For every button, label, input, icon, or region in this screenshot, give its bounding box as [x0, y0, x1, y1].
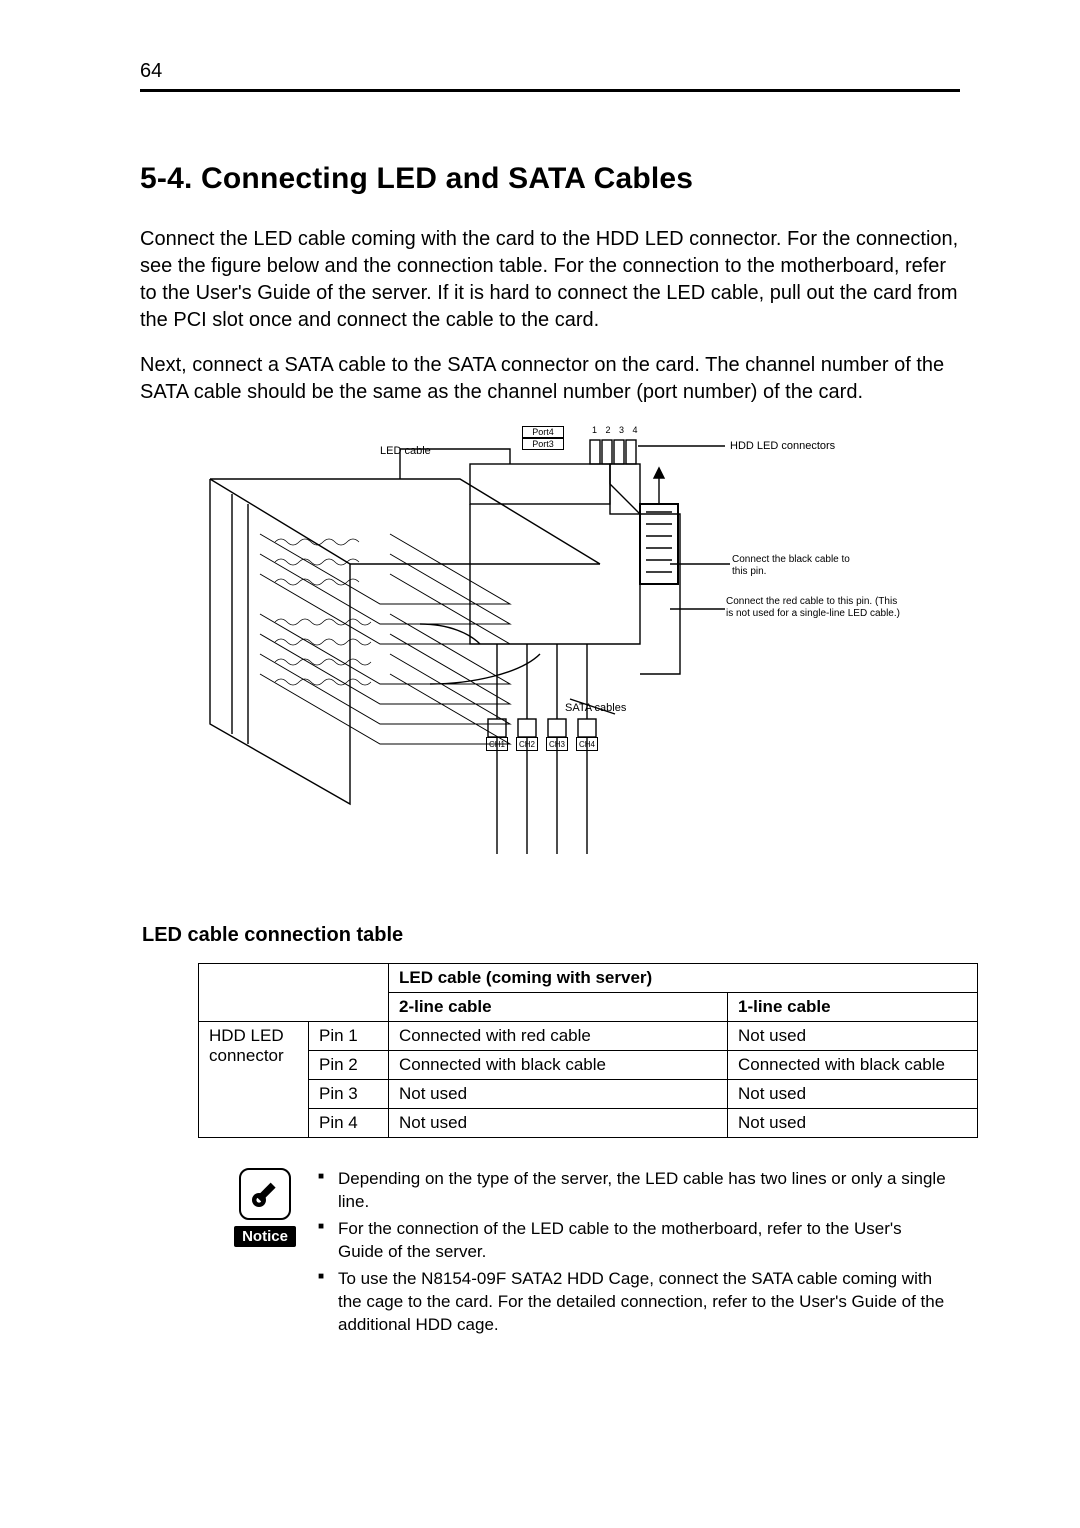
notice-badge: Notice: [234, 1226, 296, 1247]
td-2line: Connected with red cable: [389, 1022, 728, 1051]
page-number: 64: [140, 60, 960, 83]
top-rule: [140, 89, 960, 92]
td-rowlabel: HDD LED connector: [199, 1022, 309, 1138]
wrench-icon: [247, 1176, 283, 1212]
label-black-cable-note: Connect the black cable to this pin.: [732, 554, 862, 578]
connection-table: LED cable (coming with server) 2-line ca…: [198, 963, 978, 1138]
notice-icon-column: Notice: [230, 1168, 300, 1341]
notice-item: Depending on the type of the server, the…: [318, 1168, 950, 1214]
td-1line: Connected with black cable: [728, 1051, 978, 1080]
label-port3: Port3: [522, 438, 564, 450]
label-port4: Port4: [522, 426, 564, 438]
page: 64 5-4. Connecting LED and SATA Cables C…: [0, 0, 1080, 1528]
notice-item: To use the N8154-09F SATA2 HDD Cage, con…: [318, 1268, 950, 1337]
paragraph-1: Connect the LED cable coming with the ca…: [140, 226, 960, 334]
table-row: HDD LED connector Pin 1 Connected with r…: [199, 1022, 978, 1051]
label-red-cable-note: Connect the red cable to this pin. (This…: [726, 596, 901, 620]
label-ch3: CH3: [546, 737, 568, 751]
paragraph-2: Next, connect a SATA cable to the SATA c…: [140, 352, 960, 406]
table-row: Pin 2 Connected with black cable Connect…: [199, 1051, 978, 1080]
table-row: Pin 4 Not used Not used: [199, 1109, 978, 1138]
td-1line: Not used: [728, 1080, 978, 1109]
label-ch1: CH1: [486, 737, 508, 751]
diagram-svg: [170, 424, 930, 884]
notice-icon: [239, 1168, 291, 1220]
table-row: Pin 3 Not used Not used: [199, 1080, 978, 1109]
td-1line: Not used: [728, 1022, 978, 1051]
td-2line: Not used: [389, 1080, 728, 1109]
td-pin: Pin 1: [309, 1022, 389, 1051]
td-2line: Connected with black cable: [389, 1051, 728, 1080]
notice-list: Depending on the type of the server, the…: [318, 1168, 950, 1341]
notice-block: Notice Depending on the type of the serv…: [230, 1168, 950, 1341]
notice-item: For the connection of the LED cable to t…: [318, 1218, 950, 1264]
th-2line: 2-line cable: [389, 993, 728, 1022]
td-pin: Pin 4: [309, 1109, 389, 1138]
td-pin: Pin 2: [309, 1051, 389, 1080]
td-2line: Not used: [389, 1109, 728, 1138]
label-pins: 1 2 3 4: [592, 425, 641, 435]
table-caption: LED cable connection table: [142, 924, 960, 947]
label-ch2: CH2: [516, 737, 538, 751]
label-sata-cables: SATA cables: [565, 702, 626, 715]
section-heading: 5-4. Connecting LED and SATA Cables: [140, 162, 960, 196]
th-1line: 1-line cable: [728, 993, 978, 1022]
td-pin: Pin 3: [309, 1080, 389, 1109]
th-led-cable: LED cable (coming with server): [389, 964, 978, 993]
td-1line: Not used: [728, 1109, 978, 1138]
label-hdd-led-connectors: HDD LED connectors: [730, 440, 835, 453]
label-led-cable: LED cable: [380, 445, 431, 458]
label-ch4: CH4: [576, 737, 598, 751]
connection-diagram: LED cable Port4 Port3 1 2 3 4 HDD LED co…: [170, 424, 930, 884]
